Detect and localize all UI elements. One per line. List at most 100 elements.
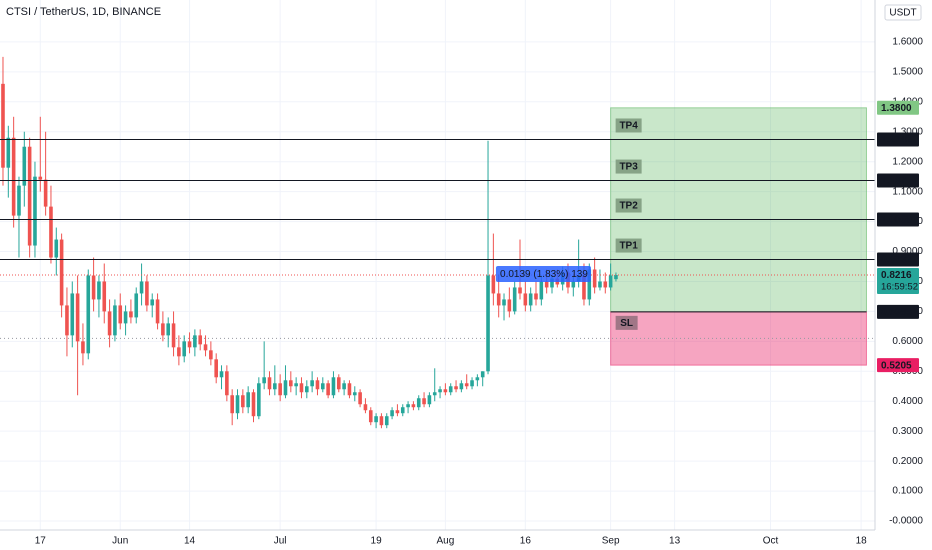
level-label: TP4	[619, 121, 638, 132]
y-tick-label: 0.4000	[892, 396, 923, 407]
candle-body	[155, 299, 160, 324]
candle-body	[432, 392, 437, 396]
candle-body	[608, 275, 613, 288]
candle-body	[539, 281, 544, 300]
candle-body	[97, 281, 101, 300]
candle-body	[486, 275, 490, 372]
level-pill-bg	[877, 252, 919, 267]
candle-body	[166, 323, 171, 336]
candle-body	[113, 305, 117, 336]
candle-body	[145, 281, 149, 306]
candle-body	[614, 275, 618, 280]
candle-body	[550, 278, 554, 288]
candle-body	[49, 206, 53, 258]
candle-body	[241, 395, 245, 408]
candle-body	[198, 335, 203, 345]
candle-body	[219, 371, 224, 378]
candle-body	[571, 281, 576, 288]
candle-body	[123, 311, 128, 324]
candle-body	[161, 323, 165, 336]
candle-body	[422, 398, 426, 405]
y-tick-label: 1.2000	[892, 156, 923, 167]
candle-body	[400, 407, 405, 414]
candle-body	[411, 404, 416, 408]
target-pill: 1.3800	[881, 103, 912, 114]
candle-body	[251, 392, 256, 417]
candle-body	[230, 395, 234, 414]
level-pill-bg	[877, 132, 919, 147]
x-tick-label: 18	[856, 536, 868, 547]
candle-body	[54, 239, 59, 258]
candle-body	[358, 392, 362, 405]
stop-pill-bg	[877, 358, 919, 373]
candle-body	[257, 383, 261, 417]
candle-body	[464, 383, 469, 387]
candle-body	[262, 377, 266, 384]
x-tick-label: 16	[520, 536, 532, 547]
sl-label: SL	[620, 318, 633, 329]
candle-body	[320, 383, 325, 390]
candle-body	[336, 377, 341, 390]
candle-body	[454, 386, 458, 390]
candle-body	[390, 410, 394, 417]
candle-body	[368, 410, 373, 423]
candle-body	[43, 179, 48, 207]
candle-body	[443, 389, 448, 393]
candle-body	[528, 293, 533, 306]
candle-body	[406, 404, 410, 408]
candle-body	[1, 83, 5, 168]
y-tick-label: 0.3000	[892, 426, 923, 437]
level-pill: 1.0069	[881, 215, 912, 226]
candle-body	[395, 410, 400, 414]
candle-body	[139, 281, 144, 294]
candle-body	[171, 323, 176, 348]
candle-body	[27, 146, 32, 246]
candle-body	[225, 371, 229, 396]
position-zone: SL	[0, 107, 875, 366]
candle-body	[107, 311, 112, 336]
level-label: TP2	[619, 201, 638, 212]
candle-body	[507, 299, 512, 312]
candle-body	[438, 389, 442, 393]
x-tick-label: Jul	[274, 536, 287, 547]
x-tick-label: 14	[184, 536, 196, 547]
x-tick-label: 17	[35, 536, 47, 547]
candle-body	[598, 281, 602, 288]
x-tick-label: Oct	[763, 536, 779, 547]
candle-body	[81, 341, 85, 354]
sl-tag	[615, 315, 638, 330]
candle-body	[11, 137, 16, 216]
x-tick-label: Jun	[112, 536, 128, 547]
candle-body	[17, 185, 21, 216]
candle-body	[273, 383, 277, 390]
entry-pill: 0.6985	[881, 307, 912, 318]
level-pill: 1.137	[881, 176, 906, 187]
currency-box[interactable]	[884, 4, 922, 21]
x-tick-label: Aug	[436, 536, 454, 547]
y-tick-label: -0.0000	[889, 516, 923, 527]
candle-body	[379, 416, 384, 426]
level-label: TP1	[619, 241, 638, 252]
candle-body	[603, 281, 608, 288]
level-tag	[615, 159, 642, 174]
entry-pill-bg	[877, 304, 919, 319]
y-tick-label: 1.5000	[892, 67, 923, 78]
currency[interactable]: USDT	[889, 8, 916, 19]
candle-body	[342, 383, 346, 390]
candle-body	[182, 341, 187, 357]
y-tick-label: 0.2000	[892, 456, 923, 467]
level-pill-bg	[877, 212, 919, 227]
candle-body	[512, 287, 517, 312]
candle-body	[299, 383, 304, 393]
candle-body	[129, 311, 133, 318]
level-tag	[615, 198, 642, 213]
candle-body	[326, 383, 330, 396]
candle-body	[33, 176, 37, 246]
candle-body	[534, 293, 538, 300]
candle-body	[347, 383, 352, 396]
time-axis	[0, 530, 875, 550]
candle-body	[65, 305, 69, 336]
price-change-label: 0.0139 (1.83%) 139	[500, 269, 588, 280]
countdown: 16:59:52	[881, 282, 918, 293]
